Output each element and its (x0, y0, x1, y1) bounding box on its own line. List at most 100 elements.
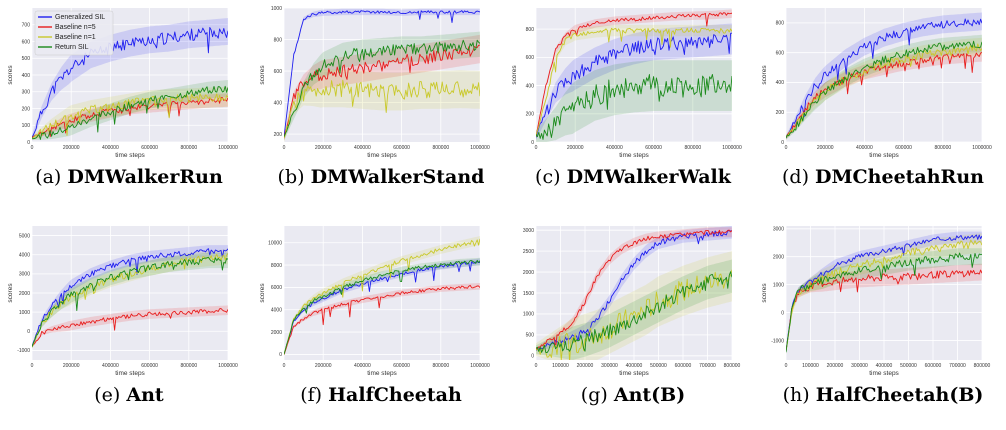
series-line-0 (284, 261, 480, 355)
x-tick-label: 400000 (102, 363, 119, 369)
series-line-3 (284, 259, 480, 355)
series-line-3 (536, 73, 732, 140)
chart-panel-b: 200 400 600 800 1000 0 200000 400000 600000 80000… (256, 2, 506, 212)
x-tick-label: 800000 (724, 363, 741, 369)
x-tick-label: 500000 (900, 363, 917, 369)
caption-label: (b) (277, 166, 311, 188)
x-axis-label: time steps (619, 370, 649, 377)
y-tick-label: 0 (531, 140, 534, 146)
x-tick-label: 200000 (577, 363, 594, 369)
series-line-2 (786, 239, 982, 352)
x-tick-label: 400000 (626, 363, 643, 369)
series-line-0 (786, 18, 982, 139)
series-line-3 (786, 252, 982, 353)
y-tick-label: -1000 (17, 348, 30, 354)
y-tick-label: -1000 (771, 338, 784, 344)
y-tick-label: 400 (526, 83, 535, 89)
series-band-0 (786, 231, 982, 353)
series-band-0 (536, 23, 732, 141)
x-tick-label: 300000 (851, 363, 868, 369)
x-tick-label: 600000 (393, 363, 410, 369)
x-tick-label: 800000 (180, 363, 197, 369)
caption-name: DMWalkerStand (310, 166, 485, 188)
series-band-1 (284, 34, 480, 141)
x-tick-label: 0 (31, 145, 34, 151)
y-tick-label: 300 (22, 90, 31, 96)
x-axis-label: time steps (115, 370, 145, 377)
series-group (32, 245, 228, 349)
series-band-3 (284, 31, 480, 141)
x-tick-label: 200000 (63, 145, 80, 151)
series-band-3 (536, 259, 732, 360)
caption-label: (d) (782, 166, 816, 188)
y-tick-label: 1000 (19, 310, 30, 316)
y-axis-label: scores (511, 283, 518, 303)
y-tick-label: 400 (22, 73, 31, 79)
series-line-0 (32, 248, 228, 347)
series-band-1 (786, 263, 982, 354)
plot-background (786, 8, 982, 142)
caption-label: (h) (782, 384, 816, 406)
y-tick-label: 0 (27, 329, 30, 335)
y-tick-label: 3000 (19, 272, 30, 278)
series-line-1 (32, 308, 228, 347)
x-tick-label: 700000 (699, 363, 716, 369)
y-tick-label: 0 (781, 310, 784, 316)
y-tick-label: 1000 (271, 6, 282, 12)
y-tick-label: 600 (22, 39, 31, 45)
x-tick-label: 1000000 (218, 145, 238, 151)
x-tick-label: 1000000 (972, 145, 992, 151)
legend-box (34, 10, 114, 56)
y-tick-label: 200 (526, 112, 535, 118)
x-tick-label: 800000 (432, 363, 449, 369)
x-axis-label: time steps (367, 152, 397, 159)
y-tick-label: 600 (274, 69, 283, 75)
x-tick-label: 0 (785, 363, 788, 369)
y-tick-label: 500 (526, 333, 535, 339)
series-line-2 (284, 79, 480, 138)
x-tick-label: 400000 (102, 145, 119, 151)
y-tick-label: 2000 (523, 270, 534, 276)
chart-svg-d: 0 200 400 600 800 0 200000 400000 600000 800000 10… (761, 8, 992, 159)
x-tick-label: 1000000 (470, 363, 490, 369)
y-tick-label: 200 (776, 110, 785, 116)
y-tick-label: 6000 (271, 285, 282, 291)
chart-caption-g: (g) Ant(B) (508, 384, 758, 406)
chart-svg-f: 0 2000 4000 6000 8000 10000 0 200000 400000 60000… (259, 226, 490, 377)
x-tick-label: 200000 (63, 363, 80, 369)
legend-entry-2: Baseline n=1 (55, 34, 96, 41)
x-tick-label: 0 (31, 363, 34, 369)
x-axis-label: time steps (869, 152, 899, 159)
series-line-2 (284, 238, 480, 355)
y-tick-label: 800 (274, 37, 283, 43)
y-tick-label: 2000 (773, 255, 784, 261)
chart-caption-a: (a) DMWalkerRun (4, 166, 254, 188)
x-axis-label: time steps (869, 370, 899, 377)
series-group (536, 9, 732, 142)
series-band-3 (786, 248, 982, 354)
caption-name: HalfCheetah (328, 384, 462, 406)
y-axis-label: scores (761, 65, 768, 85)
x-tick-label: 500000 (650, 363, 667, 369)
series-line-0 (536, 32, 732, 138)
y-tick-label: 400 (776, 80, 785, 86)
series-band-1 (32, 305, 228, 348)
x-tick-label: 600000 (141, 363, 158, 369)
series-line-3 (32, 85, 228, 140)
chart-panel-h: -1000 0 1000 2000 3000 0 100000 200000 300000 400… (758, 220, 1006, 430)
series-band-3 (284, 257, 480, 356)
series-line-0 (786, 234, 982, 352)
y-tick-label: 0 (531, 354, 534, 360)
y-tick-label: 3000 (773, 227, 784, 233)
caption-label: (f) (300, 384, 329, 406)
series-line-3 (32, 256, 228, 347)
legend-entry-0: Generalized SIL (55, 14, 105, 21)
y-tick-label: 600 (776, 50, 785, 56)
chart-svg-h: -1000 0 1000 2000 3000 0 100000 200000 300000 400… (761, 226, 991, 377)
series-group (786, 231, 982, 355)
y-axis-label: scores (761, 283, 768, 303)
y-axis-label: scores (259, 283, 266, 303)
series-group (284, 8, 480, 142)
x-tick-label: 800000 (684, 145, 701, 151)
